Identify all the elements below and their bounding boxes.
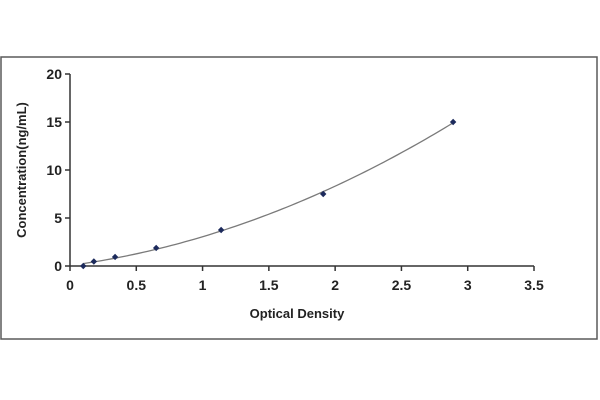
y-tick-label: 10	[46, 162, 62, 178]
x-ticks: 0 0.5 1 1.5 2 2.5 3 3.5	[66, 266, 544, 293]
data-points	[80, 118, 457, 270]
y-ticks: 0 5 10 15 20	[46, 66, 70, 274]
y-tick-label: 0	[54, 258, 62, 274]
x-tick-label: 0.5	[127, 277, 147, 293]
data-point	[449, 118, 457, 126]
fit-curve	[83, 122, 454, 265]
y-tick-label: 20	[46, 66, 62, 82]
x-tick-label: 3.5	[524, 277, 544, 293]
chart-border	[0, 56, 598, 340]
x-tick-label: 3	[464, 277, 472, 293]
data-point	[152, 244, 160, 252]
data-point	[90, 258, 98, 265]
x-axis-title: Optical Density	[250, 306, 345, 321]
x-tick-label: 2.5	[392, 277, 412, 293]
data-point	[80, 262, 87, 270]
x-tick-label: 0	[66, 277, 74, 293]
y-axis-title: Concentration(ng/mL)	[14, 102, 29, 238]
y-tick-label: 5	[54, 210, 62, 226]
x-tick-label: 1.5	[259, 277, 279, 293]
y-tick-label: 15	[46, 114, 62, 130]
data-point	[111, 253, 119, 261]
data-point	[217, 226, 225, 234]
x-tick-label: 1	[199, 277, 207, 293]
data-point	[320, 190, 327, 198]
x-tick-label: 2	[331, 277, 339, 293]
